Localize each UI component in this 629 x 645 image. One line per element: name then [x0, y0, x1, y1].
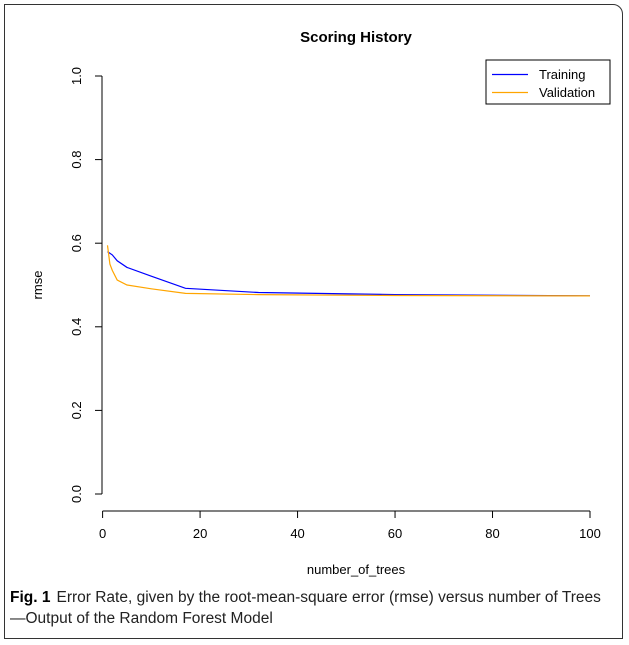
x-tick-label: 80: [485, 526, 499, 541]
x-tick-label: 20: [193, 526, 207, 541]
legend-label-validation: Validation: [539, 85, 595, 100]
y-tick-label: 0.6: [69, 234, 84, 252]
caption-text: Error Rate, given by the root-mean-squar…: [10, 589, 601, 627]
series-line-training: [107, 251, 591, 297]
scoring-history-chart: Scoring History 0 20 40 60 80 100 0.00.20.40.…: [30, 29, 611, 577]
y-axis-label: rmse: [30, 271, 45, 300]
figure-frame: [4, 4, 623, 639]
y-tick-label: 0.8: [69, 151, 84, 169]
legend-label-training: Training: [539, 67, 585, 82]
series-line-validation: [106, 245, 591, 297]
y-tick-label: 1.0: [69, 67, 84, 85]
x-axis: 0 20 40 60 80 100: [99, 510, 601, 541]
y-tick-label: 0.4: [69, 318, 84, 336]
legend-box: [485, 59, 611, 105]
x-tick-label: 0: [99, 526, 106, 541]
x-tick-label: 40: [290, 526, 304, 541]
chart-title: Scoring History: [300, 29, 412, 46]
x-axis-label: number_of_trees: [307, 562, 406, 577]
series-layer: [106, 245, 591, 297]
y-tick-label: 0.0: [69, 485, 84, 503]
figure-caption: Fig. 1 Error Rate, given by the root-mean…: [10, 587, 615, 629]
x-tick-label: 100: [579, 526, 601, 541]
caption-label: Fig. 1: [10, 589, 51, 606]
x-tick-label: 60: [388, 526, 402, 541]
y-tick-label: 0.2: [69, 401, 84, 419]
y-axis: 0.0 0.2 0.4 0.6 0.8 1.0: [69, 67, 103, 503]
legend: Training Validation: [485, 59, 611, 105]
